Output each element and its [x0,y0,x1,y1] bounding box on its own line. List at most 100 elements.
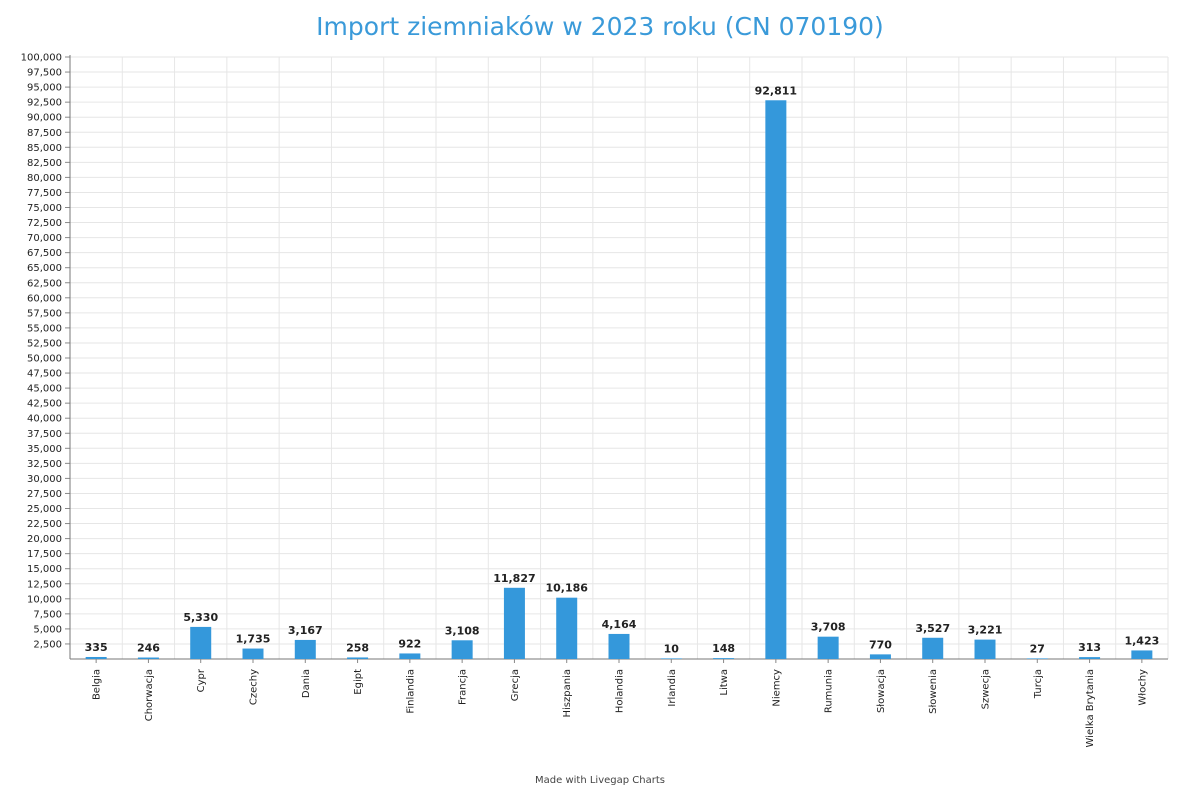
y-tick-label: 67,500 [27,248,62,259]
x-tick-label: Francja [458,669,469,705]
y-tick-label: 97,500 [27,68,62,79]
x-tick-label: Belgia [92,669,103,700]
x-tick-label: Holandia [615,669,626,713]
data-label: 922 [398,637,421,650]
y-tick-label: 7,500 [33,609,62,620]
y-tick-label: 50,000 [27,354,62,365]
grid-lines [70,56,1169,659]
y-tick-label: 95,000 [27,83,62,94]
data-label: 11,827 [493,572,535,585]
footer-credit: Made with Livegap Charts [535,775,665,786]
y-tick-label: 75,000 [27,203,62,214]
x-tick-label: Litwa [719,669,730,696]
data-label: 27 [1030,642,1045,655]
axes [65,55,1168,663]
bar [503,587,525,659]
bar [713,658,735,659]
data-label: 246 [137,642,160,655]
bar [137,657,159,659]
x-tick-label: Cypr [196,668,207,692]
y-tick-label: 87,500 [27,128,62,139]
data-label: 258 [346,641,369,654]
bar [817,636,839,659]
bar [1026,658,1048,659]
y-tick-label: 10,000 [27,594,62,605]
y-tick-label: 62,500 [27,278,62,289]
y-tick-label: 45,000 [27,384,62,395]
data-label: 1,423 [1124,634,1159,647]
data-label: 4,164 [602,618,637,631]
x-tick-label: Szwecja [981,669,992,709]
y-tick-label: 100,000 [21,53,62,64]
bar [451,640,473,659]
bar [869,654,891,659]
x-tick-label: Słowenia [928,669,939,714]
y-tick-label: 42,500 [27,399,62,410]
data-label: 92,811 [755,84,797,97]
x-tick-label: Turcja [1033,669,1044,699]
x-tick-label: Włochy [1137,669,1148,706]
data-label: 5,330 [183,611,218,624]
data-label: 3,108 [445,624,480,637]
data-label: 3,221 [968,624,1003,637]
data-label: 3,708 [811,621,846,634]
chart-title: Import ziemniaków w 2023 roku (CN 070190… [316,12,884,41]
y-axis-ticks: 2,500 5,000 7,500 10,000 12,500 15,000 17,500 2… [21,53,62,651]
data-label: 148 [712,642,735,655]
bar [1131,650,1153,659]
x-tick-label: Hiszpania [562,669,573,717]
y-tick-label: 80,000 [27,173,62,184]
bar [660,658,682,659]
y-tick-label: 15,000 [27,564,62,575]
y-tick-label: 70,000 [27,233,62,244]
x-tick-label: Czechy [249,669,260,705]
y-tick-label: 85,000 [27,143,62,154]
x-axis-ticks: Belgia Chorwacja Cypr Czechy Dania Egipt Finla… [92,668,1149,747]
data-label: 10 [664,642,680,655]
y-tick-label: 25,000 [27,504,62,515]
data-label: 770 [869,638,892,651]
y-tick-label: 60,000 [27,293,62,304]
x-tick-label: Grecja [510,669,521,701]
y-tick-label: 92,500 [27,98,62,109]
y-tick-label: 57,500 [27,308,62,319]
bar [765,100,787,660]
data-label: 335 [85,641,108,654]
x-tick-label: Egipt [353,669,364,695]
bar [85,656,107,659]
y-tick-label: 65,000 [27,263,62,274]
data-label: 313 [1078,641,1101,654]
y-tick-label: 52,500 [27,338,62,349]
x-tick-label: Dania [301,669,312,698]
x-tick-label: Chorwacja [144,669,155,721]
bar [347,657,369,659]
x-tick-label: Wielka Brytania [1085,669,1096,747]
y-tick-label: 27,500 [27,489,62,500]
y-tick-label: 40,000 [27,414,62,425]
bar [608,633,630,659]
bar [399,653,421,659]
y-tick-label: 35,000 [27,444,62,455]
bar [974,639,996,659]
y-tick-label: 12,500 [27,579,62,590]
bar [922,637,944,659]
y-tick-label: 82,500 [27,158,62,169]
x-tick-label: Słowacja [876,669,887,713]
bars [85,100,1153,660]
data-label: 3,527 [915,622,950,635]
y-tick-label: 72,500 [27,218,62,229]
bar [1079,657,1101,659]
y-tick-label: 30,000 [27,474,62,485]
data-label: 3,167 [288,624,323,637]
bar [556,597,578,659]
y-tick-label: 2,500 [33,639,62,650]
y-tick-label: 90,000 [27,113,62,124]
x-tick-label: Niemcy [771,669,782,707]
y-tick-label: 32,500 [27,459,62,470]
x-tick-label: Rumunia [824,669,835,713]
y-tick-label: 22,500 [27,519,62,530]
y-tick-label: 77,500 [27,188,62,199]
x-tick-label: Finlandia [405,669,416,714]
x-tick-label: Irlandia [667,669,678,707]
